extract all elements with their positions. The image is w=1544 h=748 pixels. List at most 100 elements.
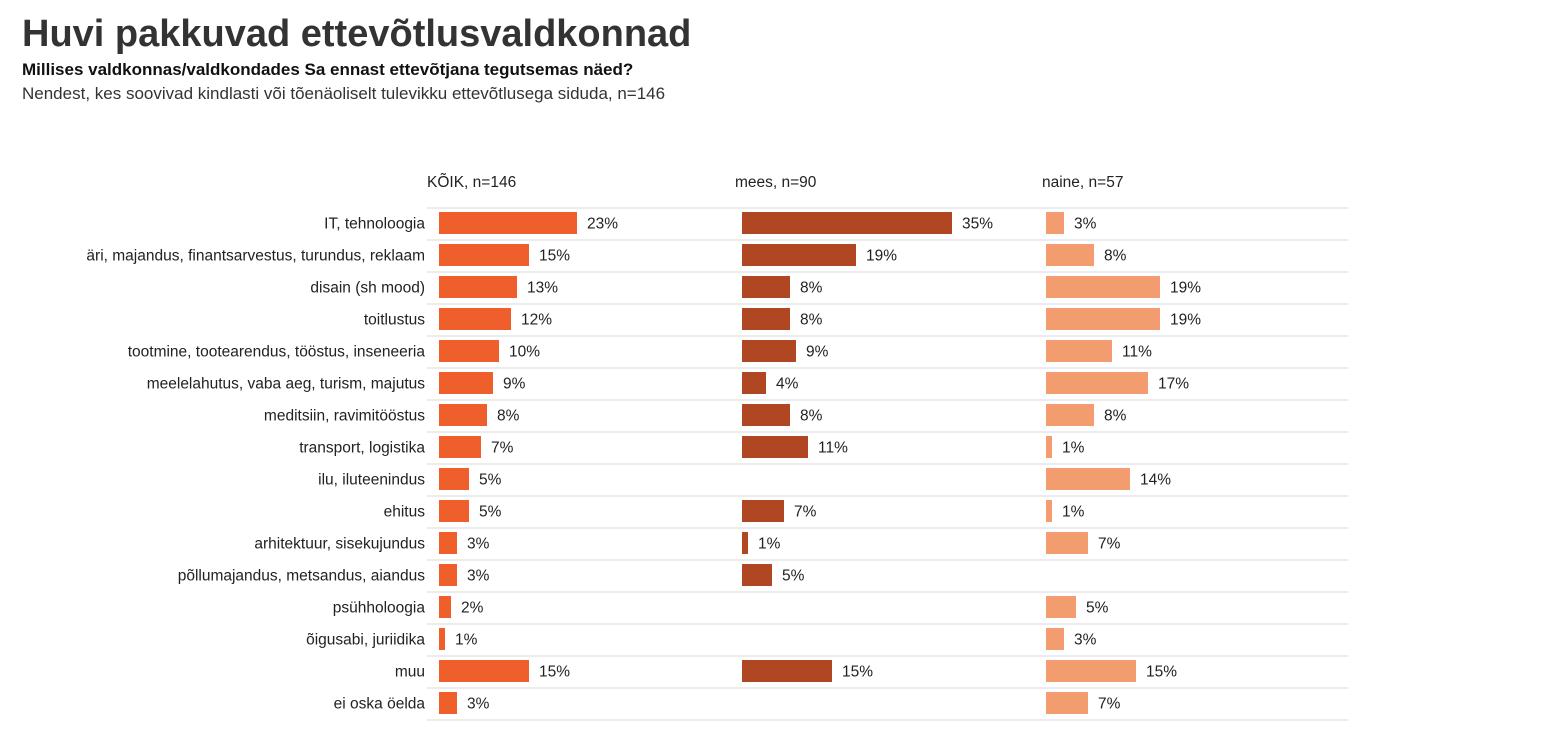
series-header-koik: KÕIK, n=146 xyxy=(427,174,516,191)
bar-koik xyxy=(439,404,487,426)
bar-naine xyxy=(1046,276,1160,298)
category-label: ei oska öelda xyxy=(334,696,426,713)
value-label-naine: 3% xyxy=(1074,632,1097,649)
bar-mees xyxy=(742,212,952,234)
bar-koik xyxy=(439,436,481,458)
value-label-koik: 8% xyxy=(497,408,520,425)
value-label-naine: 1% xyxy=(1062,504,1085,521)
bar-koik xyxy=(439,308,511,330)
bar-koik xyxy=(439,468,469,490)
category-label: ilu, iluteenindus xyxy=(318,472,425,489)
bar-naine xyxy=(1046,372,1148,394)
value-label-koik: 15% xyxy=(539,664,570,681)
bar-naine xyxy=(1046,532,1088,554)
bar-mees xyxy=(742,308,790,330)
bar-mees xyxy=(742,340,796,362)
bar-naine xyxy=(1046,436,1052,458)
category-label: disain (sh mood) xyxy=(310,280,425,297)
value-label-mees: 5% xyxy=(782,568,805,585)
category-label: psühholoogia xyxy=(333,600,426,617)
value-label-naine: 5% xyxy=(1086,600,1109,617)
value-label-naine: 14% xyxy=(1140,472,1171,489)
value-label-naine: 1% xyxy=(1062,440,1085,457)
bar-koik xyxy=(439,276,517,298)
category-label: muu xyxy=(395,664,425,681)
category-label: IT, tehnoloogia xyxy=(324,216,425,233)
bar-koik xyxy=(439,660,529,682)
value-label-koik: 9% xyxy=(503,376,526,393)
value-label-koik: 15% xyxy=(539,248,570,265)
value-label-mees: 7% xyxy=(794,504,817,521)
value-label-koik: 3% xyxy=(467,536,490,553)
bar-naine xyxy=(1046,596,1076,618)
value-label-naine: 7% xyxy=(1098,696,1121,713)
value-label-mees: 4% xyxy=(776,376,799,393)
value-label-naine: 8% xyxy=(1104,408,1127,425)
value-label-mees: 35% xyxy=(962,216,993,233)
category-label: toitlustus xyxy=(364,312,425,329)
bar-naine xyxy=(1046,500,1052,522)
bar-koik xyxy=(439,628,445,650)
value-label-mees: 11% xyxy=(818,440,848,457)
value-label-koik: 23% xyxy=(587,216,618,233)
series-header-naine: naine, n=57 xyxy=(1042,174,1123,191)
bar-naine xyxy=(1046,628,1064,650)
value-label-koik: 3% xyxy=(467,696,490,713)
category-label: äri, majandus, finantsarvestus, turundus… xyxy=(86,248,425,265)
bar-koik xyxy=(439,596,451,618)
bar-naine xyxy=(1046,660,1136,682)
category-label: õigusabi, juriidika xyxy=(306,632,425,649)
category-label: meditsiin, ravimitööstus xyxy=(264,408,425,425)
bar-mees xyxy=(742,500,784,522)
value-label-koik: 2% xyxy=(461,600,484,617)
value-label-naine: 11% xyxy=(1122,344,1152,361)
chart-subtitle: Millises valdkonnas/valdkondades Sa enna… xyxy=(22,60,634,79)
value-label-koik: 10% xyxy=(509,344,540,361)
value-label-koik: 5% xyxy=(479,472,502,489)
bar-koik xyxy=(439,340,499,362)
value-label-mees: 1% xyxy=(758,536,781,553)
value-label-naine: 3% xyxy=(1074,216,1097,233)
bar-mees xyxy=(742,244,856,266)
value-label-koik: 7% xyxy=(491,440,514,457)
bar-koik xyxy=(439,692,457,714)
bar-koik xyxy=(439,212,577,234)
bar-mees xyxy=(742,660,832,682)
category-label: transport, logistika xyxy=(299,440,425,457)
value-label-mees: 9% xyxy=(806,344,829,361)
value-label-naine: 19% xyxy=(1170,312,1201,329)
bar-mees xyxy=(742,532,748,554)
value-label-koik: 1% xyxy=(455,632,478,649)
chart-title: Huvi pakkuvad ettevõtlusvaldkonnad xyxy=(22,13,692,55)
value-label-naine: 7% xyxy=(1098,536,1121,553)
bar-naine xyxy=(1046,212,1064,234)
value-label-mees: 8% xyxy=(800,408,823,425)
category-label: põllumajandus, metsandus, aiandus xyxy=(178,568,426,585)
bar-naine xyxy=(1046,404,1094,426)
bar-mees xyxy=(742,436,808,458)
bar-naine xyxy=(1046,308,1160,330)
bar-naine xyxy=(1046,340,1112,362)
bar-mees xyxy=(742,404,790,426)
bar-koik xyxy=(439,500,469,522)
category-label: arhitektuur, sisekujundus xyxy=(254,536,425,553)
chart-note: Nendest, kes soovivad kindlasti või tõen… xyxy=(22,84,666,103)
value-label-naine: 8% xyxy=(1104,248,1127,265)
value-label-koik: 5% xyxy=(479,504,502,521)
bar-koik xyxy=(439,372,493,394)
value-label-mees: 19% xyxy=(866,248,897,265)
value-label-koik: 13% xyxy=(527,280,558,297)
value-label-koik: 3% xyxy=(467,568,490,585)
bar-koik xyxy=(439,564,457,586)
category-label: ehitus xyxy=(384,504,426,521)
bar-mees xyxy=(742,276,790,298)
value-label-naine: 15% xyxy=(1146,664,1177,681)
value-label-mees: 8% xyxy=(800,280,823,297)
bar-naine xyxy=(1046,692,1088,714)
value-label-mees: 8% xyxy=(800,312,823,329)
value-label-mees: 15% xyxy=(842,664,873,681)
value-label-naine: 19% xyxy=(1170,280,1201,297)
bar-naine xyxy=(1046,468,1130,490)
bar-mees xyxy=(742,372,766,394)
